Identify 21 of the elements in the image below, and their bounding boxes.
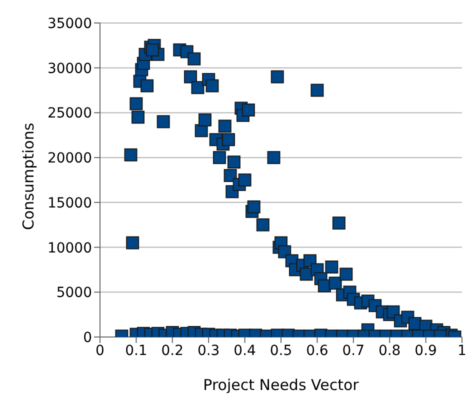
x-tick-label: 0.5: [270, 342, 292, 359]
x-tick-label: 0.4: [234, 342, 256, 359]
y-tick-label: 20000: [47, 150, 92, 167]
y-tick-label: 15000: [47, 195, 92, 212]
x-tick-label: 0.6: [306, 342, 328, 359]
x-tick-label: 0: [96, 342, 104, 359]
y-tick-label: 10000: [47, 240, 92, 256]
y-axis-title: Consumptions: [19, 122, 38, 230]
x-tick-label: 0.2: [161, 342, 184, 359]
y-tick-label: 0: [83, 330, 92, 346]
y-tick-label: 25000: [47, 106, 92, 122]
y-tick-label: 30000: [47, 60, 92, 77]
x-tick-label: 1: [458, 342, 466, 359]
x-tick-label: 0.1: [125, 342, 148, 359]
x-axis-title: Project Needs Vector: [203, 376, 360, 394]
x-tick-label: 0.9: [414, 342, 437, 359]
y-tick-label: 5000: [56, 285, 92, 302]
x-tick-label: 0.8: [378, 342, 401, 359]
x-tick-label: 0.3: [197, 342, 220, 359]
y-tick-label: 35000: [47, 16, 92, 32]
x-tick-label: 0.7: [342, 342, 365, 359]
